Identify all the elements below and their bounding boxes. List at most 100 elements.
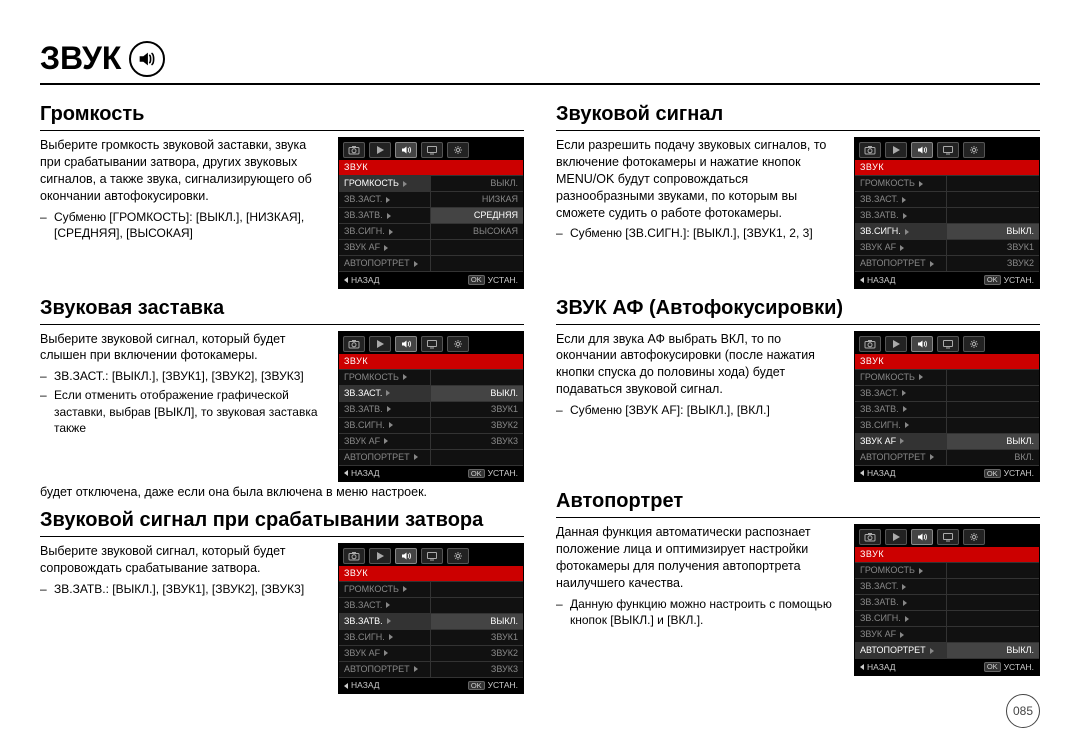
- menu-row: ЗВ.ЗАТВ.: [855, 594, 1039, 610]
- menu-row: ЗВ.ЗАСТ.НИЗКАЯ: [339, 191, 523, 207]
- menu-row: ЗВУК AF: [855, 626, 1039, 642]
- menu-label-zast: ЗВ.ЗАСТ.: [339, 386, 431, 401]
- menu-value: ЗВУК1: [947, 240, 1039, 255]
- menu-value: [947, 370, 1039, 385]
- section-text-sign: Если разрешить подачу звуковых сигналов,…: [556, 137, 844, 242]
- tab-camera-icon: [343, 548, 365, 564]
- tab-settings-icon: [963, 529, 985, 545]
- tab-play-icon: [369, 548, 391, 564]
- shot-footer: НАЗАД OK УСТАН.: [339, 465, 523, 482]
- menu-label-zatv: ЗВ.ЗАТВ.: [855, 402, 947, 417]
- menu-label-auto: АВТОПОРТРЕТ: [855, 643, 947, 658]
- back-hint: НАЗАД: [344, 276, 380, 285]
- menu-label-auto: АВТОПОРТРЕТ: [339, 450, 431, 465]
- zast-sub2: Если отменить отображение графической за…: [54, 387, 328, 436]
- tab-camera-icon: [859, 529, 881, 545]
- menu-row: ГРОМКОСТЬ: [339, 581, 523, 597]
- menu-row: ГРОМКОСТЬ: [855, 562, 1039, 578]
- zatv-sub: ЗВ.ЗАТВ.: [ВЫКЛ.], [ЗВУК1], [ЗВУК2], [ЗВ…: [54, 581, 328, 597]
- tab-display-icon: [421, 142, 443, 158]
- shot-footer: НАЗАД OK УСТАН.: [339, 677, 523, 694]
- menu-row: ЗВ.ЗАТВ.ВЫКЛ.: [339, 613, 523, 629]
- menu-row: ЗВ.ЗАСТ.: [855, 385, 1039, 401]
- tab-play-icon: [369, 336, 391, 352]
- menu-label-auto: АВТОПОРТРЕТ: [339, 662, 431, 677]
- back-hint: НАЗАД: [860, 276, 896, 285]
- menu-value: [947, 595, 1039, 610]
- tab-play-icon: [885, 336, 907, 352]
- menu-value: ВЫСОКАЯ: [431, 224, 523, 239]
- shot-footer: НАЗАД OK УСТАН.: [855, 271, 1039, 288]
- volume-sub: Субменю [ГРОМКОСТЬ]: [ВЫКЛ.], [НИЗКАЯ], …: [54, 209, 328, 241]
- shot-footer: НАЗАД OK УСТАН.: [855, 465, 1039, 482]
- menu-label-volume: ГРОМКОСТЬ: [855, 370, 947, 385]
- section-text-zatv: Выберите звуковой сигнал, который будет …: [40, 543, 328, 597]
- menu-row: ЗВ.ЗАТВ.СРЕДНЯЯ: [339, 207, 523, 223]
- menu-row: ЗВ.СИГН.: [855, 417, 1039, 433]
- menu-value: [947, 176, 1039, 191]
- shot-tabs: [339, 332, 523, 354]
- menu-value: [431, 370, 523, 385]
- ok-hint: OK УСТАН.: [984, 275, 1034, 285]
- menu-row: ГРОМКОСТЬ: [855, 369, 1039, 385]
- menu-value: ЗВУК2: [431, 418, 523, 433]
- shot-footer: НАЗАД OK УСТАН.: [339, 271, 523, 288]
- ok-hint: OK УСТАН.: [468, 681, 518, 691]
- section-zast: Выберите звуковой сигнал, который будет …: [40, 331, 524, 483]
- menu-label-af: ЗВУК AF: [855, 627, 947, 642]
- tab-camera-icon: [343, 336, 365, 352]
- ok-hint: OK УСТАН.: [984, 469, 1034, 479]
- tab-settings-icon: [447, 336, 469, 352]
- section-volume: Выберите громкость звуковой заставки, зв…: [40, 137, 524, 289]
- shot-header: ЗВУК: [855, 354, 1039, 369]
- tab-sound-icon: [395, 142, 417, 158]
- back-hint: НАЗАД: [860, 469, 896, 478]
- menu-value: ЗВУК2: [431, 646, 523, 661]
- volume-desc: Выберите громкость звуковой заставки, зв…: [40, 137, 328, 205]
- menu-value: ВЫКЛ.: [431, 614, 523, 629]
- menu-label-sign: ЗВ.СИГН.: [339, 630, 431, 645]
- menu-value: ЗВУК2: [947, 256, 1039, 271]
- menu-row: АВТОПОРТРЕТВКЛ.: [855, 449, 1039, 465]
- menu-row: АВТОПОРТРЕТЗВУК3: [339, 661, 523, 677]
- menu-value: ЗВУК1: [431, 630, 523, 645]
- tab-play-icon: [885, 142, 907, 158]
- section-title-zatv: Звуковой сигнал при срабатывании затвора: [40, 509, 524, 537]
- section-title-af: ЗВУК АФ (Автофокусировки): [556, 297, 1040, 325]
- menu-value: [947, 208, 1039, 223]
- section-text-auto: Данная функция автоматически распознает …: [556, 524, 844, 628]
- section-sign: Если разрешить подачу звуковых сигналов,…: [556, 137, 1040, 289]
- menu-value: [947, 563, 1039, 578]
- menu-label-af: ЗВУК AF: [339, 646, 431, 661]
- menu-row: ЗВ.СИГН.ЗВУК2: [339, 417, 523, 433]
- tab-settings-icon: [447, 548, 469, 564]
- auto-desc: Данная функция автоматически распознает …: [556, 524, 844, 592]
- shot-zatv: ЗВУКГРОМКОСТЬЗВ.ЗАСТ.ЗВ.ЗАТВ.ВЫКЛ.ЗВ.СИГ…: [338, 543, 524, 695]
- menu-label-volume: ГРОМКОСТЬ: [855, 176, 947, 191]
- menu-row: ГРОМКОСТЬВЫКЛ.: [339, 175, 523, 191]
- menu-value: ЗВУК3: [431, 434, 523, 449]
- menu-label-volume: ГРОМКОСТЬ: [855, 563, 947, 578]
- menu-label-sign: ЗВ.СИГН.: [855, 611, 947, 626]
- menu-label-sign: ЗВ.СИГН.: [855, 224, 947, 239]
- menu-row: ЗВ.СИГН.ЗВУК1: [339, 629, 523, 645]
- menu-row: ЗВ.ЗАТВ.ЗВУК1: [339, 401, 523, 417]
- menu-row: ЗВ.ЗАСТ.ВЫКЛ.: [339, 385, 523, 401]
- content-columns: Громкость Выберите громкость звуковой за…: [40, 95, 1040, 694]
- shot-zast: ЗВУКГРОМКОСТЬЗВ.ЗАСТ.ВЫКЛ.ЗВ.ЗАТВ.ЗВУК1З…: [338, 331, 524, 483]
- section-af: Если для звука АФ выбрать ВКЛ, то по око…: [556, 331, 1040, 483]
- shot-tabs: [855, 332, 1039, 354]
- menu-label-zast: ЗВ.ЗАСТ.: [339, 192, 431, 207]
- menu-label-auto: АВТОПОРТРЕТ: [855, 256, 947, 271]
- shot-header: ЗВУК: [339, 354, 523, 369]
- tab-camera-icon: [859, 142, 881, 158]
- menu-row: ЗВУК AFЗВУК1: [855, 239, 1039, 255]
- menu-label-zatv: ЗВ.ЗАТВ.: [339, 208, 431, 223]
- shot-af: ЗВУКГРОМКОСТЬЗВ.ЗАСТ.ЗВ.ЗАТВ.ЗВ.СИГН.ЗВУ…: [854, 331, 1040, 483]
- section-text-af: Если для звука АФ выбрать ВКЛ, то по око…: [556, 331, 844, 419]
- menu-value: ВЫКЛ.: [947, 434, 1039, 449]
- menu-value: [431, 450, 523, 465]
- menu-label-af: ЗВУК AF: [339, 240, 431, 255]
- menu-row: ЗВ.СИГН.ВЫСОКАЯ: [339, 223, 523, 239]
- sign-sub: Субменю [ЗВ.СИГН.]: [ВЫКЛ.], [ЗВУК1, 2, …: [570, 225, 844, 241]
